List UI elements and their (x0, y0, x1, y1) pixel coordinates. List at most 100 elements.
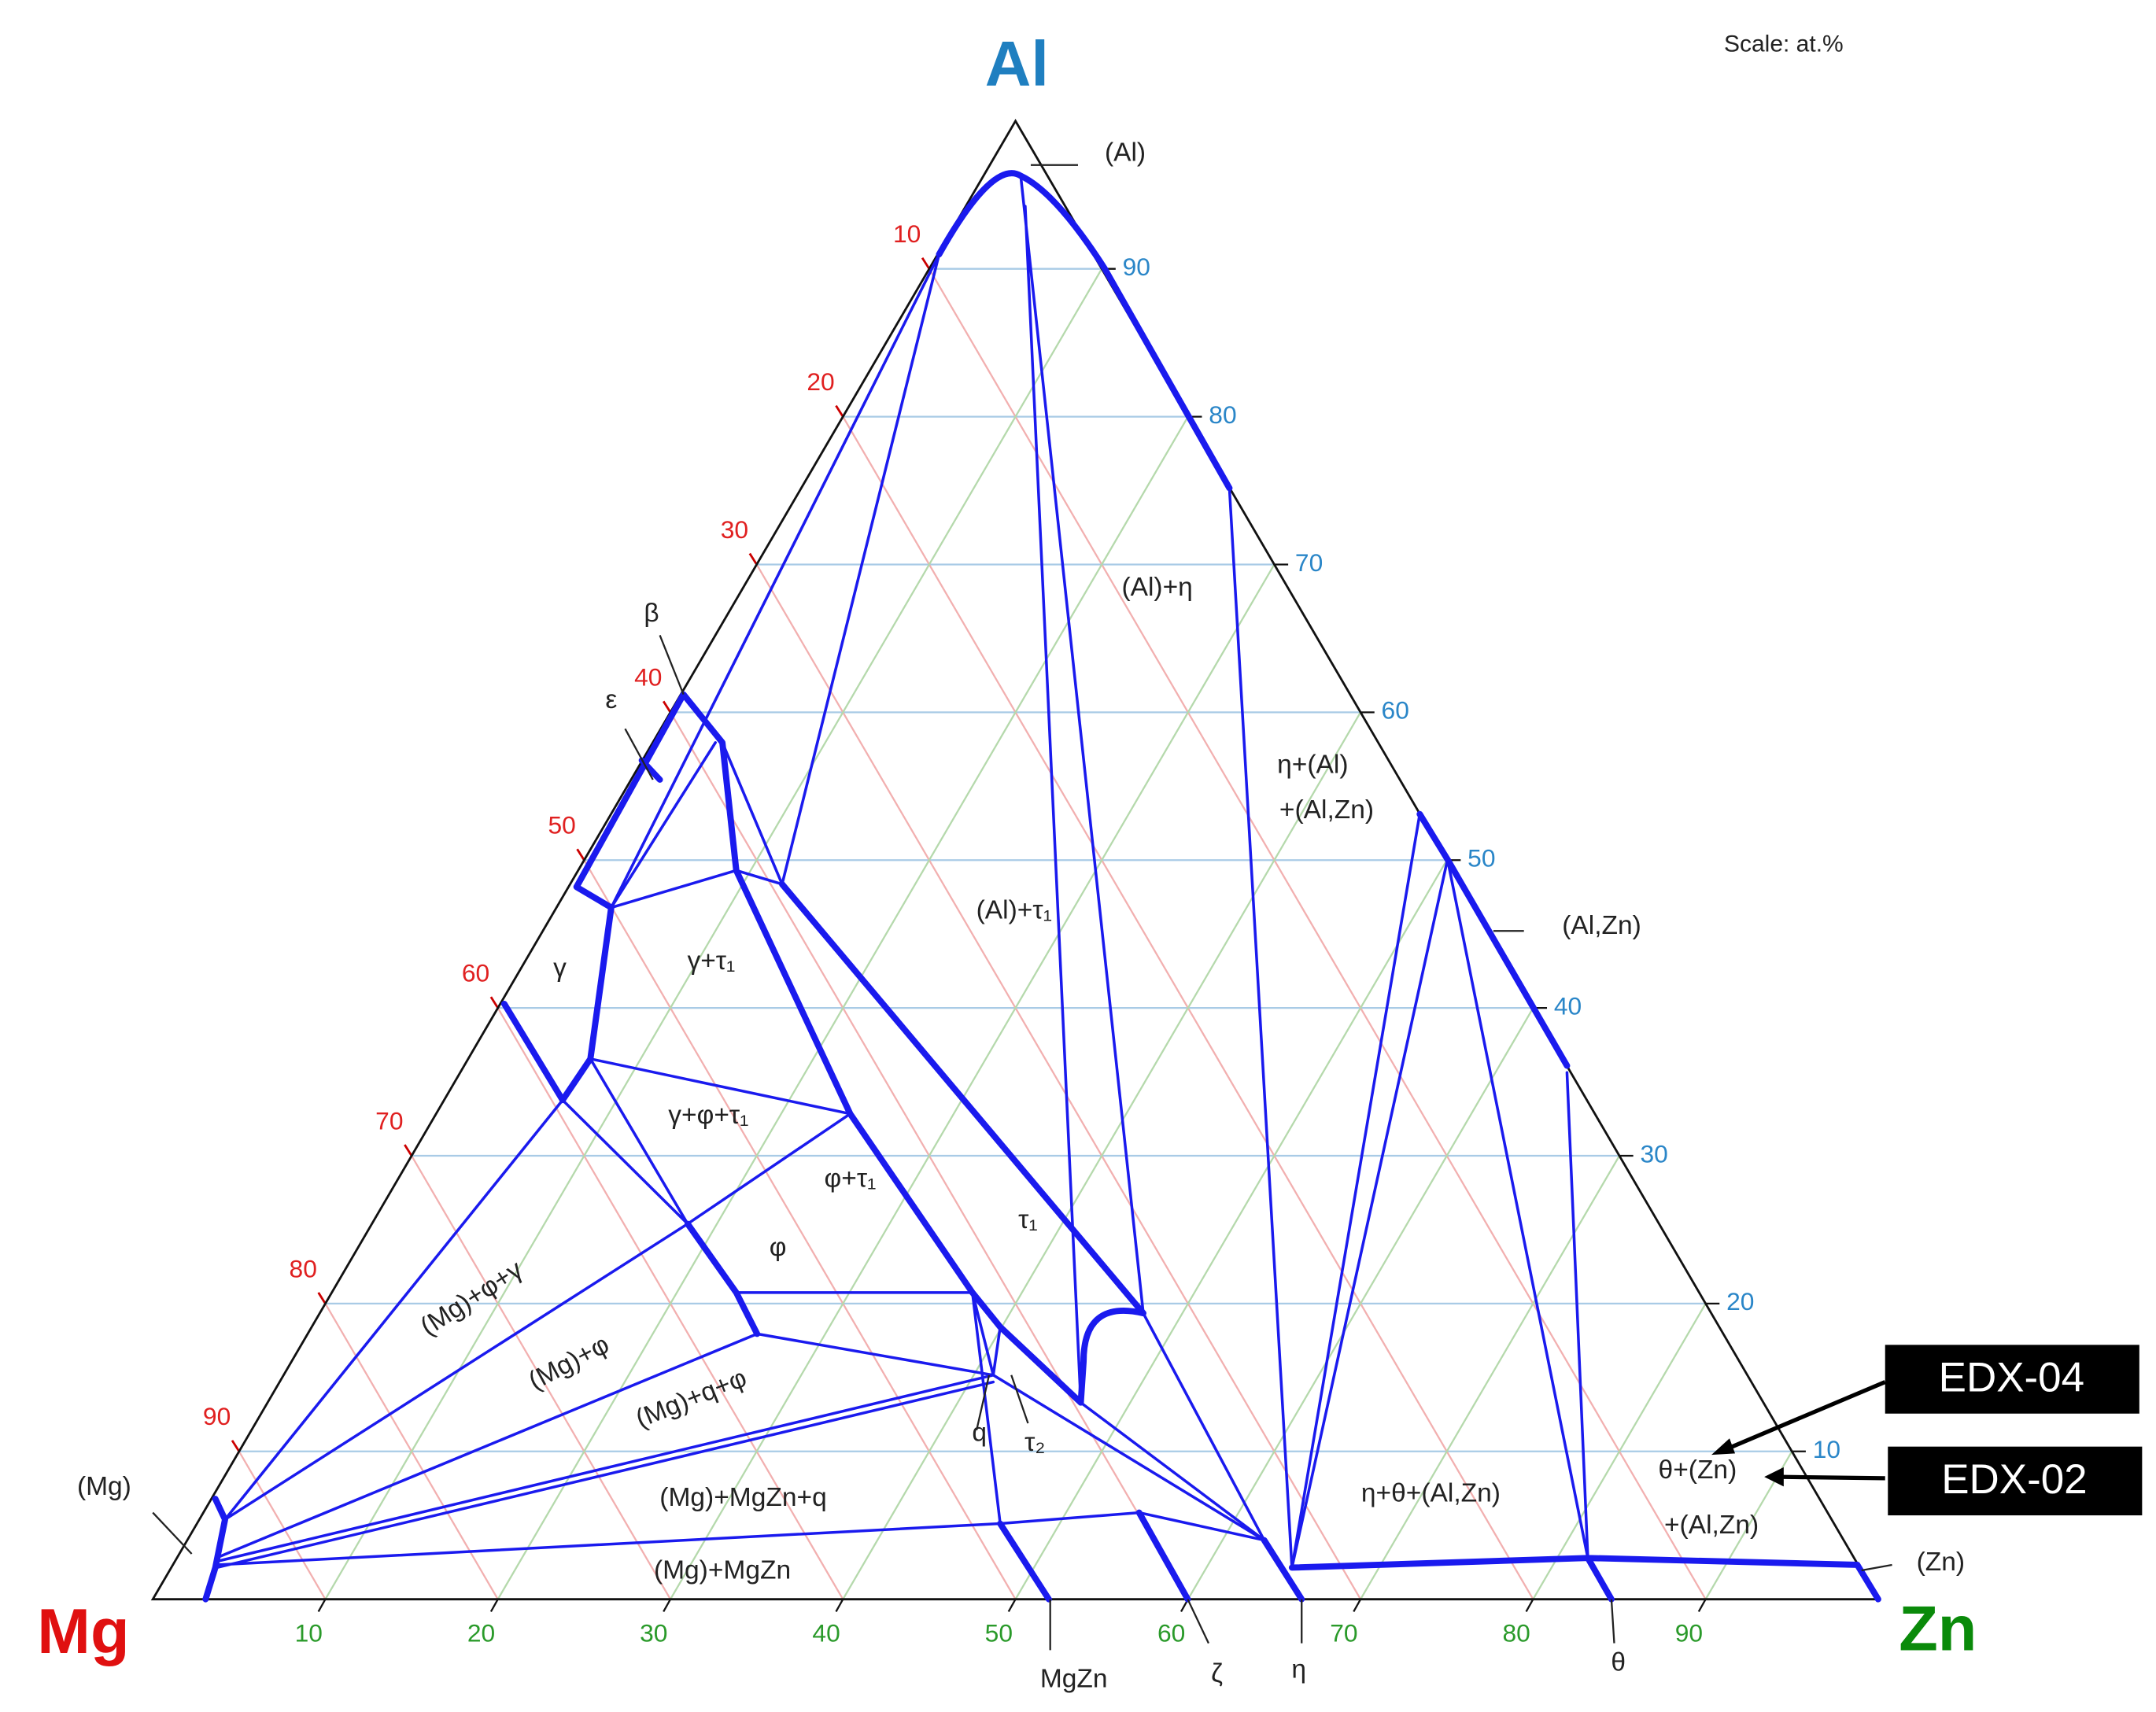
phase-label: MgZn (1040, 1665, 1108, 1694)
phase-label: ε (605, 685, 617, 714)
mg-tick-label: 90 (203, 1402, 231, 1430)
phase-label: β (644, 599, 659, 628)
grid-line (1187, 1007, 1534, 1600)
boundary (734, 1291, 1266, 1542)
zn-tick-label: 90 (1675, 1619, 1703, 1647)
phase-label: (Zn) (1917, 1548, 1965, 1577)
zn-tick-label: 20 (467, 1619, 495, 1647)
tick-mark (921, 256, 931, 270)
grid-line (1360, 1155, 1620, 1600)
grid-line (1532, 1303, 1707, 1600)
phase-label: γ+φ+τ₁ (668, 1101, 748, 1130)
boundary (500, 691, 740, 1104)
zn-tick-label: 50 (985, 1619, 1013, 1647)
zn-tick-label: 30 (640, 1619, 667, 1647)
phase-label: ζ (1211, 1659, 1223, 1688)
phase-label: +(Al,Zn) (1279, 795, 1374, 825)
tick-mark (489, 1599, 499, 1612)
boundary (1290, 812, 1589, 1570)
callouts: EDX-04 EDX-02 (1711, 1345, 2143, 1516)
al-tick-label: 70 (1295, 548, 1323, 577)
mg-tick-label: 60 (462, 959, 489, 987)
callout-label: EDX-02 (1941, 1456, 2087, 1503)
phase-label: (Mg)+MgZn (654, 1556, 791, 1585)
phase-label: γ+τ₁ (687, 946, 735, 976)
tick-mark (317, 1292, 327, 1304)
grid-line (928, 268, 1707, 1600)
grid-line (324, 268, 1103, 1600)
al-tick-label: 30 (1640, 1139, 1667, 1168)
boundary (684, 867, 1146, 1406)
mg-tick-label: 80 (290, 1254, 317, 1282)
zn-tick-label: 40 (812, 1619, 840, 1647)
phase-label: τ₁ (1018, 1205, 1038, 1234)
phase-labels: (Al) (Al)+η η+(Al) +(Al,Zn) (Al)+τ₁ (Al,Zn) β ε… (77, 138, 1965, 1694)
boundary (202, 1496, 1305, 1603)
callout-label: EDX-04 (1939, 1355, 2084, 1401)
zn-tick-label: 10 (295, 1619, 323, 1647)
tick-mark (835, 404, 844, 418)
phase-boundaries (202, 170, 1881, 1603)
al-tick-label: 50 (1467, 844, 1495, 873)
tick-mark (662, 700, 672, 714)
boundary (215, 1098, 1266, 1570)
tick-mark (1697, 1599, 1707, 1612)
mg-tick-label: 30 (721, 515, 748, 544)
scale-note: Scale: at.% (1724, 31, 1844, 57)
phase-label: (Mg)+MgZn+q (659, 1483, 826, 1512)
mg-tick-label: 20 (807, 367, 834, 396)
phase-label: (Al)+τ₁ (976, 896, 1052, 925)
phase-label: (Mg) (77, 1472, 131, 1501)
boundary (610, 177, 1294, 1570)
phase-label: φ (770, 1233, 787, 1262)
tick-mark (404, 1144, 413, 1157)
leader-line (152, 164, 1892, 1651)
zn-tick-label: 70 (1330, 1619, 1357, 1647)
grid-line (583, 859, 1017, 1600)
grid: 10 20 30 40 50 60 70 80 90 10 20 30 40 50 60 70 80 90 10 20… (203, 220, 1840, 1647)
phase-label: (Al,Zn) (1562, 911, 1641, 940)
phase-label: (Al)+η (1121, 573, 1192, 602)
phase-label: η+θ+(Al,Zn) (1361, 1479, 1501, 1508)
phase-label: η (1291, 1655, 1306, 1684)
leader-lines (152, 164, 1892, 1651)
phase-label: φ+τ₁ (825, 1164, 877, 1194)
phase-label: η+(Al) (1277, 750, 1348, 779)
al-tick-label: 90 (1123, 253, 1150, 281)
phase-label: (Mg)+q+φ (632, 1363, 751, 1433)
al-tick-label: 10 (1813, 1435, 1840, 1463)
vertex-label: Al (985, 29, 1049, 100)
grid-line (755, 563, 1362, 1600)
phase-label: q (972, 1419, 987, 1448)
phase-label: τ₂ (1024, 1428, 1045, 1457)
tick-mark (489, 996, 499, 1009)
phase-label: γ (553, 954, 567, 983)
boundary (936, 170, 1233, 492)
mg-tick-label: 40 (634, 663, 662, 692)
grid-line (842, 711, 1362, 1600)
grid-line (670, 563, 1276, 1600)
tick-mark (576, 848, 585, 861)
tick-mark (835, 1599, 844, 1612)
al-tick-label: 80 (1209, 400, 1236, 429)
tick-mark (663, 1599, 672, 1612)
phase-label: θ (1611, 1648, 1626, 1677)
al-tick-label: 20 (1726, 1287, 1754, 1315)
zn-tick-label: 80 (1503, 1619, 1530, 1647)
arrow-head (1711, 1438, 1784, 1487)
tick-mark (748, 552, 758, 566)
vertex-label: Mg (37, 1596, 129, 1667)
vertex-label: Zn (1899, 1594, 1977, 1665)
callout-box (1888, 1446, 2143, 1516)
grid-line (238, 1451, 327, 1600)
callout-arrow (1722, 1380, 1886, 1481)
al-tick-label: 40 (1554, 992, 1582, 1020)
phase-label: (Al) (1105, 138, 1146, 168)
mg-tick-label: 50 (548, 811, 575, 839)
mg-tick-label: 10 (893, 220, 921, 248)
tick-mark (231, 1440, 241, 1452)
tick-mark (1525, 1599, 1534, 1612)
tick-mark (317, 1599, 327, 1612)
phase-label: θ+(Zn) (1659, 1456, 1737, 1485)
